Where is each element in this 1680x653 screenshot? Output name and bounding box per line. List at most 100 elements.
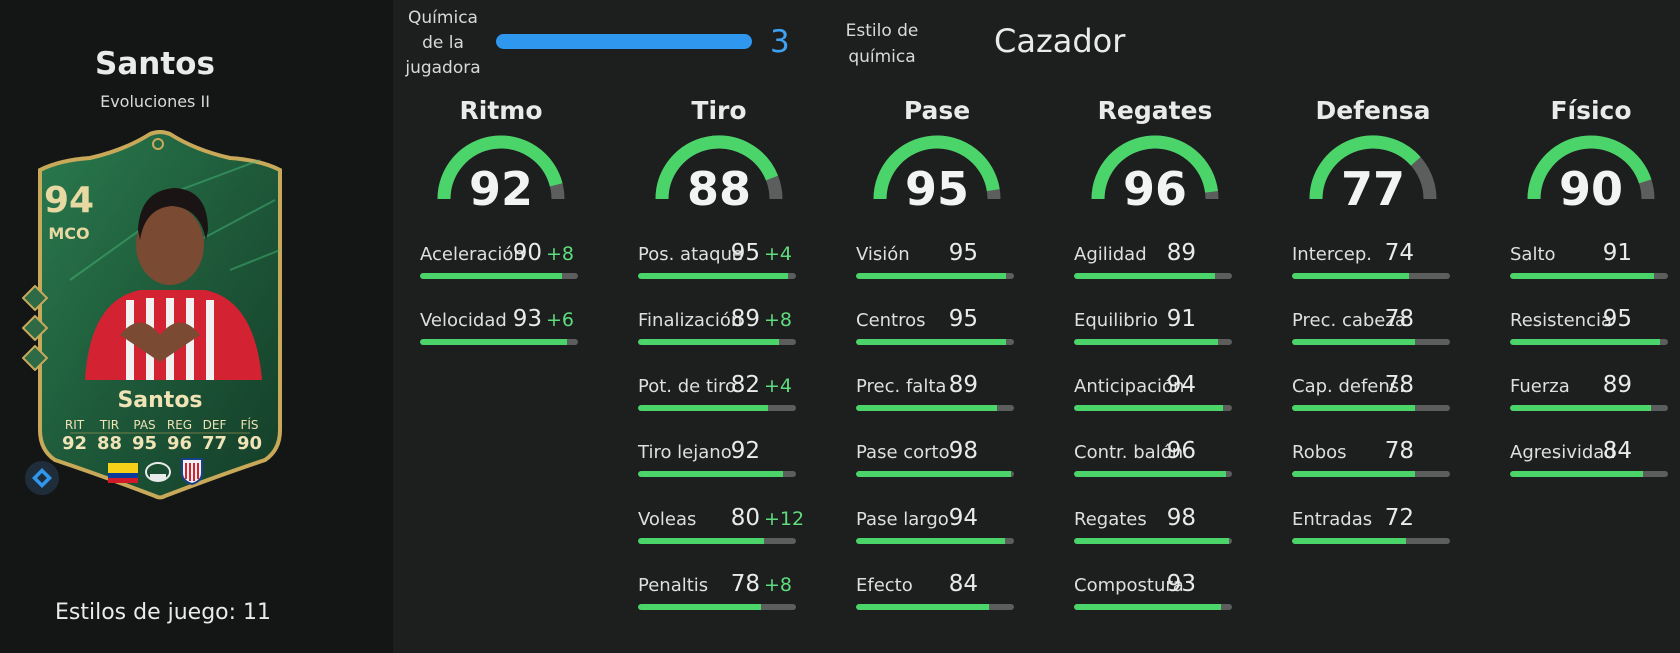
category-value: 96 [1122, 162, 1187, 216]
chemistry-bar [496, 34, 752, 49]
attribute-row[interactable]: Prec. cabeza 78 [1292, 306, 1450, 370]
attribute-value: 78 [1384, 306, 1414, 332]
attribute-value: 78 [730, 571, 760, 597]
attribute-row[interactable]: Entradas 72 [1292, 505, 1450, 569]
attribute-row[interactable]: Agilidad 89 [1074, 240, 1232, 304]
attribute-bar-fill [856, 538, 1005, 544]
attribute-row[interactable]: Anticipación 94 [1074, 372, 1232, 436]
category-gauge [437, 135, 565, 200]
card-stat-value: 88 [96, 433, 123, 454]
attribute-row[interactable]: Visión 95 [856, 240, 1014, 304]
attribute-row[interactable]: Equilibrio 91 [1074, 306, 1232, 370]
attribute-value: 96 [1166, 438, 1196, 464]
card-stat: PAS 95 [127, 418, 162, 455]
card-stat-label: PAS [133, 418, 156, 432]
attribute-row[interactable]: Salto 91 [1510, 240, 1668, 304]
attribute-name: Entradas [1292, 509, 1373, 530]
attribute-bar [638, 405, 796, 411]
attribute-value: 82 [730, 372, 760, 398]
attribute-row[interactable]: Tiro lejano 92 [638, 438, 796, 502]
attribute-bar [638, 604, 796, 610]
attribute-bar-fill [856, 273, 1007, 279]
card-stat-label: DEF [202, 418, 227, 432]
card-stat: RIT 92 [57, 418, 92, 455]
attribute-row[interactable]: Centros 95 [856, 306, 1014, 370]
attribute-row[interactable]: Velocidad 93 +6 [420, 306, 578, 370]
attribute-bar-fill [1510, 273, 1654, 279]
attribute-bar-fill [856, 471, 1011, 477]
attribute-bonus: +8 [764, 574, 793, 596]
attribute-row[interactable]: Aceleración 90 +8 [420, 240, 578, 304]
category-title: Regates [1097, 96, 1213, 125]
attribute-row[interactable]: Penaltis 78 +8 [638, 571, 796, 635]
playstyles-count[interactable]: Estilos de juego: 11 [55, 600, 272, 625]
attribute-name: Agresividad [1510, 442, 1616, 463]
attribute-name: Resistencia [1510, 310, 1612, 331]
card-stat-value: 77 [201, 433, 228, 454]
attribute-bar [1074, 405, 1232, 411]
attribute-row[interactable]: Regates 98 [1074, 505, 1232, 569]
attribute-value: 95 [730, 240, 760, 266]
category-ritmo: Ritmo 92 Aceleración 90 +8 Velocidad 93 +6 [406, 96, 596, 636]
attribute-row[interactable]: Pot. de tiro 82 +4 [638, 372, 796, 436]
attribute-row[interactable]: Fuerza 89 [1510, 372, 1668, 436]
attribute-row[interactable]: Voleas 80 +12 [638, 505, 804, 569]
playstyle-badge-icon [22, 285, 48, 311]
chemistry-diamond-icon [24, 460, 60, 496]
attribute-bar [638, 471, 796, 477]
attribute-bar [1074, 471, 1232, 477]
attribute-row[interactable]: Pos. ataque 95 +4 [638, 240, 796, 304]
card-stat: FÍS 90 [232, 418, 267, 455]
attribute-name: Pot. de tiro [638, 376, 737, 397]
attribute-bar [1074, 273, 1232, 279]
attribute-bar [1510, 471, 1668, 477]
card-stat-value: 96 [166, 433, 193, 454]
attribute-row[interactable]: Compostura 93 [1074, 571, 1232, 635]
attribute-name: Robos [1292, 442, 1347, 463]
category-title: Tiro [691, 96, 747, 125]
attribute-row[interactable]: Contr. balón 96 [1074, 438, 1232, 502]
attribute-row[interactable]: Pase largo 94 [856, 505, 1014, 569]
attribute-name: Cap. defens. [1292, 376, 1405, 397]
attribute-value: 72 [1384, 505, 1414, 531]
attribute-bar-fill [1074, 538, 1229, 544]
category-value: 95 [904, 162, 969, 216]
chemistry-value: 3 [770, 24, 790, 60]
attribute-bar-fill [1074, 604, 1221, 610]
attribute-row[interactable]: Prec. falta 89 [856, 372, 1014, 436]
attribute-value: 80 [730, 505, 760, 531]
attribute-bar [1292, 471, 1450, 477]
attribute-row[interactable]: Robos 78 [1292, 438, 1450, 502]
card-stats: RIT 92 TIR 88 PAS 95 REG 96 DEF 77 FÍS 90 [57, 418, 267, 455]
attribute-name: Regates [1074, 509, 1147, 530]
attribute-bar [420, 273, 578, 279]
chemistry-style-value[interactable]: Cazador [994, 22, 1126, 60]
attribute-bar-fill [420, 339, 567, 345]
attribute-name: Finalización [638, 310, 743, 331]
attribute-row[interactable]: Resistencia 95 [1510, 306, 1668, 370]
attribute-bar-fill [1292, 538, 1406, 544]
category-title: Defensa [1315, 96, 1431, 125]
category-value: 92 [468, 162, 533, 216]
attribute-name: Pase largo [856, 509, 949, 530]
colombia-flag-icon [108, 463, 138, 483]
atletico-madrid-crest [180, 457, 204, 485]
attribute-bar [856, 405, 1014, 411]
attribute-row[interactable]: Pase corto 98 [856, 438, 1014, 502]
attribute-name: Penaltis [638, 575, 709, 596]
attribute-row[interactable]: Cap. defens. 78 [1292, 372, 1450, 436]
attribute-row[interactable]: Agresividad 84 [1510, 438, 1668, 502]
category-defensa: Defensa 77 Intercep. 74 Prec. cabeza 78 Cap. d… [1278, 96, 1468, 636]
attribute-bar-fill [1074, 339, 1218, 345]
attribute-value: 94 [948, 505, 978, 531]
attribute-row[interactable]: Efecto 84 [856, 571, 1014, 635]
attribute-row[interactable]: Intercep. 74 [1292, 240, 1450, 304]
attribute-bar-fill [1074, 471, 1226, 477]
attribute-value: 98 [1166, 505, 1196, 531]
attribute-bonus: +8 [546, 243, 575, 265]
gauge-fill [1091, 135, 1218, 200]
category-gauge [1091, 135, 1219, 200]
attribute-name: Fuerza [1510, 376, 1570, 397]
attribute-row[interactable]: Finalización 89 +8 [638, 306, 796, 370]
player-card[interactable]: 94 MCO Santos RIT 92 TIR 88 PAS 95 REG 96 DEF 77 F… [22, 130, 290, 500]
